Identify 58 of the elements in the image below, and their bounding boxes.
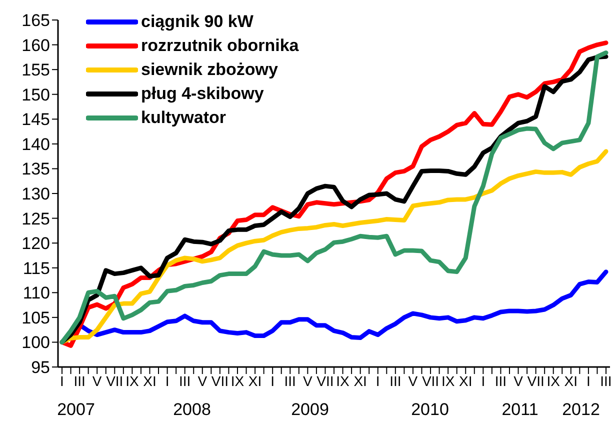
x-tick-label: IX [441, 372, 456, 389]
x-tick-label: V [514, 372, 524, 389]
y-tick-label: 125 [22, 209, 50, 228]
legend-label: pług 4-skibowy [141, 84, 264, 104]
text: 2008 [172, 400, 212, 420]
y-tick-label: 165 [22, 11, 50, 30]
y-tick-label: 95 [31, 358, 50, 378]
x-tick-label: VII [316, 372, 334, 389]
text: 2009 [290, 400, 330, 420]
y-tick-label: 145 [22, 110, 50, 130]
x-tick-label: VII [211, 372, 228, 389]
y-tick-label: 105 [22, 308, 50, 328]
x-tick-label: VII [527, 372, 544, 389]
x-tick-label: I [60, 372, 64, 389]
x-tick-label: III [600, 372, 612, 389]
text: 2012 [561, 400, 601, 420]
x-tick-label: XI [143, 372, 156, 389]
x-tick-label: IX [336, 372, 350, 389]
y-tick-label: 115 [22, 258, 50, 278]
y-tick-label: 135 [22, 160, 50, 179]
x-tick-label: IX [546, 372, 561, 389]
x-tick-label: I [376, 372, 380, 389]
y-tick-label: 100 [22, 333, 50, 352]
legend-label: siewnik zbożowy [141, 60, 278, 80]
x-tick-label: XI [564, 372, 578, 389]
x-tick-label: I [165, 372, 170, 389]
x-tick-label: III [179, 372, 191, 389]
y-tick-label: 130 [22, 184, 50, 204]
x-tick-label: VII [422, 372, 440, 389]
legend-label: rozrzutnik obornika [141, 36, 299, 56]
x-tick-label: III [390, 372, 402, 389]
y-tick-label: 140 [22, 134, 50, 154]
x-tick-label: IX [126, 372, 140, 389]
x-tick-label: VII [106, 372, 124, 389]
x-tick-label: IX [230, 372, 245, 389]
text: 2011 [500, 400, 540, 420]
y-tick-label: 150 [22, 85, 50, 104]
x-tick-label: XI [248, 372, 262, 389]
y-tick-label: 155 [22, 60, 50, 80]
x-tick-label: I [586, 372, 590, 389]
x-tick-label: I [270, 372, 275, 389]
x-tick-label: III [74, 372, 86, 389]
x-tick-label: V [303, 372, 314, 389]
x-tick-label: XI [354, 372, 367, 389]
y-tick-label: 120 [22, 234, 50, 254]
legend-label: ciągnik 90 kW [141, 12, 254, 32]
x-tick-label: III [284, 372, 296, 389]
x-tick-label: V [408, 372, 418, 389]
x-tick-label: V [92, 372, 102, 389]
text: 2007 [56, 400, 96, 420]
x-tick-label: I [481, 372, 486, 389]
y-tick-label: 110 [22, 284, 50, 303]
legend-label: kultywator [141, 108, 226, 128]
x-tick-label: V [198, 372, 208, 389]
x-tick-label: III [494, 372, 507, 389]
x-tick-label: XI [458, 372, 472, 389]
text: 2010 [410, 400, 450, 420]
y-tick-label: 160 [22, 36, 50, 55]
